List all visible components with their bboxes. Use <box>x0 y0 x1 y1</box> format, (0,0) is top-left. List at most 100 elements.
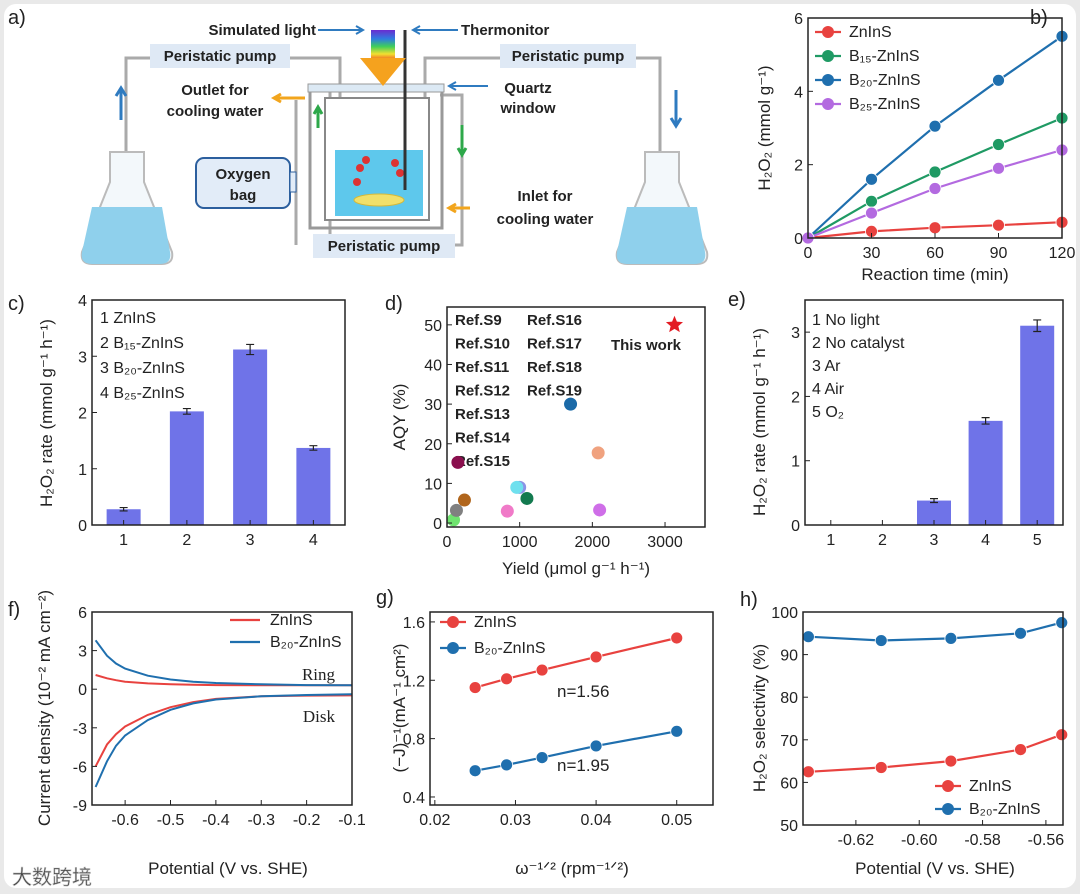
y-axis-label: H₂O₂ (mmol g⁻¹) <box>755 65 774 190</box>
x-axis-label: Yield (μmol g⁻¹ h⁻¹) <box>502 559 650 578</box>
error-bar <box>309 445 318 451</box>
y-tick-label: 3 <box>791 325 800 342</box>
y-tick-label: 30 <box>424 397 442 414</box>
legend-label: ZnInS <box>849 24 892 41</box>
data-point <box>1055 616 1069 630</box>
legend-label: Ref.S19 <box>527 383 582 400</box>
scatter-point <box>591 446 605 460</box>
y-tick-label: 70 <box>780 733 798 750</box>
y-tick-label: 2 <box>794 158 803 175</box>
legend-label: B₂₀-ZnInS <box>474 640 546 657</box>
annotation: 2 B₁₅-ZnInS <box>100 335 184 352</box>
y-tick-label: 100 <box>771 605 798 622</box>
data-point <box>500 672 513 686</box>
data-point <box>535 663 549 677</box>
x-tick-label: -0.60 <box>901 832 938 849</box>
x-tick-label: -0.4 <box>202 812 230 829</box>
data-point <box>500 758 513 772</box>
data-point <box>1055 728 1069 742</box>
data-point <box>928 119 942 133</box>
data-point <box>865 172 878 186</box>
y-axis-label: AQY (%) <box>390 384 409 451</box>
y-tick-label: 6 <box>78 605 87 622</box>
y-tick-label: 0 <box>433 516 442 533</box>
chart-d: Ref.S9 Ref.S10 Ref.S11 Ref.S12 Ref.S13 Ref.S1… <box>390 306 706 578</box>
y-tick-label: 4 <box>78 293 87 310</box>
label-quartz-line2: window <box>500 100 556 117</box>
data-point <box>874 761 888 774</box>
annotation: 5 O₂ <box>812 404 844 421</box>
legend-label: Ref.S15 <box>455 453 510 470</box>
legend-label: B₂₀-ZnInS <box>849 72 921 89</box>
label-oxygen-line1: Oxygen <box>215 166 270 183</box>
panel-letter-e: e) <box>728 289 746 311</box>
legend-label: B₂₅-ZnInS <box>849 96 920 113</box>
label-pump-left: Peristatic pump <box>164 48 277 65</box>
label-inlet-line2: cooling water <box>497 211 594 228</box>
annotation: 3 B₂₀-ZnInS <box>100 360 185 377</box>
x-tick-label: 2 <box>182 532 191 549</box>
x-tick-label: 90 <box>990 245 1008 262</box>
data-point <box>670 724 684 738</box>
chart-f: ZnInS B₂₀-ZnInS -0.6 -0.5 -0.4 -0.3 -0.2 -0.1 -9… <box>35 590 366 878</box>
scatter-point <box>510 480 524 494</box>
error-bar <box>246 343 255 356</box>
error-bar <box>119 506 128 512</box>
y-axis-label: H₂O₂ selectivity (%) <box>750 644 769 792</box>
x-tick-label: -0.56 <box>1028 832 1065 849</box>
legend-label: B₁₅-ZnInS <box>849 48 920 65</box>
legend-label: Ref.S16 <box>527 312 582 329</box>
left-flask <box>80 151 174 265</box>
bar <box>1020 325 1055 525</box>
legend-marker <box>822 74 834 86</box>
data-point <box>801 630 815 644</box>
legend-label: Ref.S11 <box>455 359 509 376</box>
annotation: 1 No light <box>812 312 880 329</box>
x-tick-label: 0 <box>443 534 452 551</box>
data-point <box>468 681 482 694</box>
y-axis-label: H₂O₂ rate (mmol g⁻¹ h⁻¹) <box>750 328 769 516</box>
x-tick-label: -0.62 <box>838 832 875 849</box>
x-tick-label: 30 <box>863 245 881 262</box>
y-tick-label: 80 <box>780 690 798 707</box>
y-tick-label: 4 <box>794 84 803 101</box>
y-axis-label: (−J)⁻¹(mA⁻¹ cm²) <box>390 644 409 773</box>
label-quartz-line1: Quartz <box>504 80 552 97</box>
x-tick-label: 0.04 <box>581 812 612 829</box>
data-point <box>865 206 878 220</box>
reactor-diagram: Simulated light Thermonitor Peristatic p… <box>80 22 709 265</box>
label-pump-bottom: Peristatic pump <box>328 238 441 255</box>
x-tick-label: -0.2 <box>293 812 321 829</box>
x-tick-label: 4 <box>309 532 318 549</box>
x-axis-label: Potential (V vs. SHE) <box>148 859 308 878</box>
y-tick-label: 0 <box>78 518 87 535</box>
data-point <box>928 182 942 195</box>
data-point <box>589 739 603 753</box>
x-tick-label: -0.5 <box>157 812 185 829</box>
x-axis-label: ω⁻¹ᐟ² (rpm⁻¹ᐟ²) <box>515 859 629 878</box>
y-tick-label: 50 <box>780 818 798 835</box>
error-bar <box>182 407 191 415</box>
y-tick-label: 0 <box>78 682 87 699</box>
legend-label: ZnInS <box>474 614 517 631</box>
x-tick-label: 0.05 <box>661 812 692 829</box>
up-arrow-icon <box>114 85 128 120</box>
chart-c: 1 2 3 4 0 1 2 3 4 H₂O₂ rate (mmol g⁻¹ h⁻¹) 1 ZnInS… <box>37 293 346 549</box>
data-point <box>992 161 1005 175</box>
x-tick-label: 3000 <box>647 534 683 551</box>
annotation: 3 Ar <box>812 358 841 375</box>
x-tick-label: 1 <box>119 532 128 549</box>
x-tick-label: 0.02 <box>419 812 450 829</box>
light-pointer-icon <box>318 25 366 35</box>
scatter-point <box>520 491 534 505</box>
bar <box>233 349 268 525</box>
label-simulated-light: Simulated light <box>208 22 316 39</box>
data-point <box>1014 743 1027 756</box>
light-arrow-icon <box>360 58 406 86</box>
pump-right-box <box>500 44 636 68</box>
legend-label: B₂₀-ZnInS <box>969 801 1041 818</box>
legend-label: B₂₀-ZnInS <box>270 634 342 651</box>
label-pump-right: Peristatic pump <box>512 48 625 65</box>
